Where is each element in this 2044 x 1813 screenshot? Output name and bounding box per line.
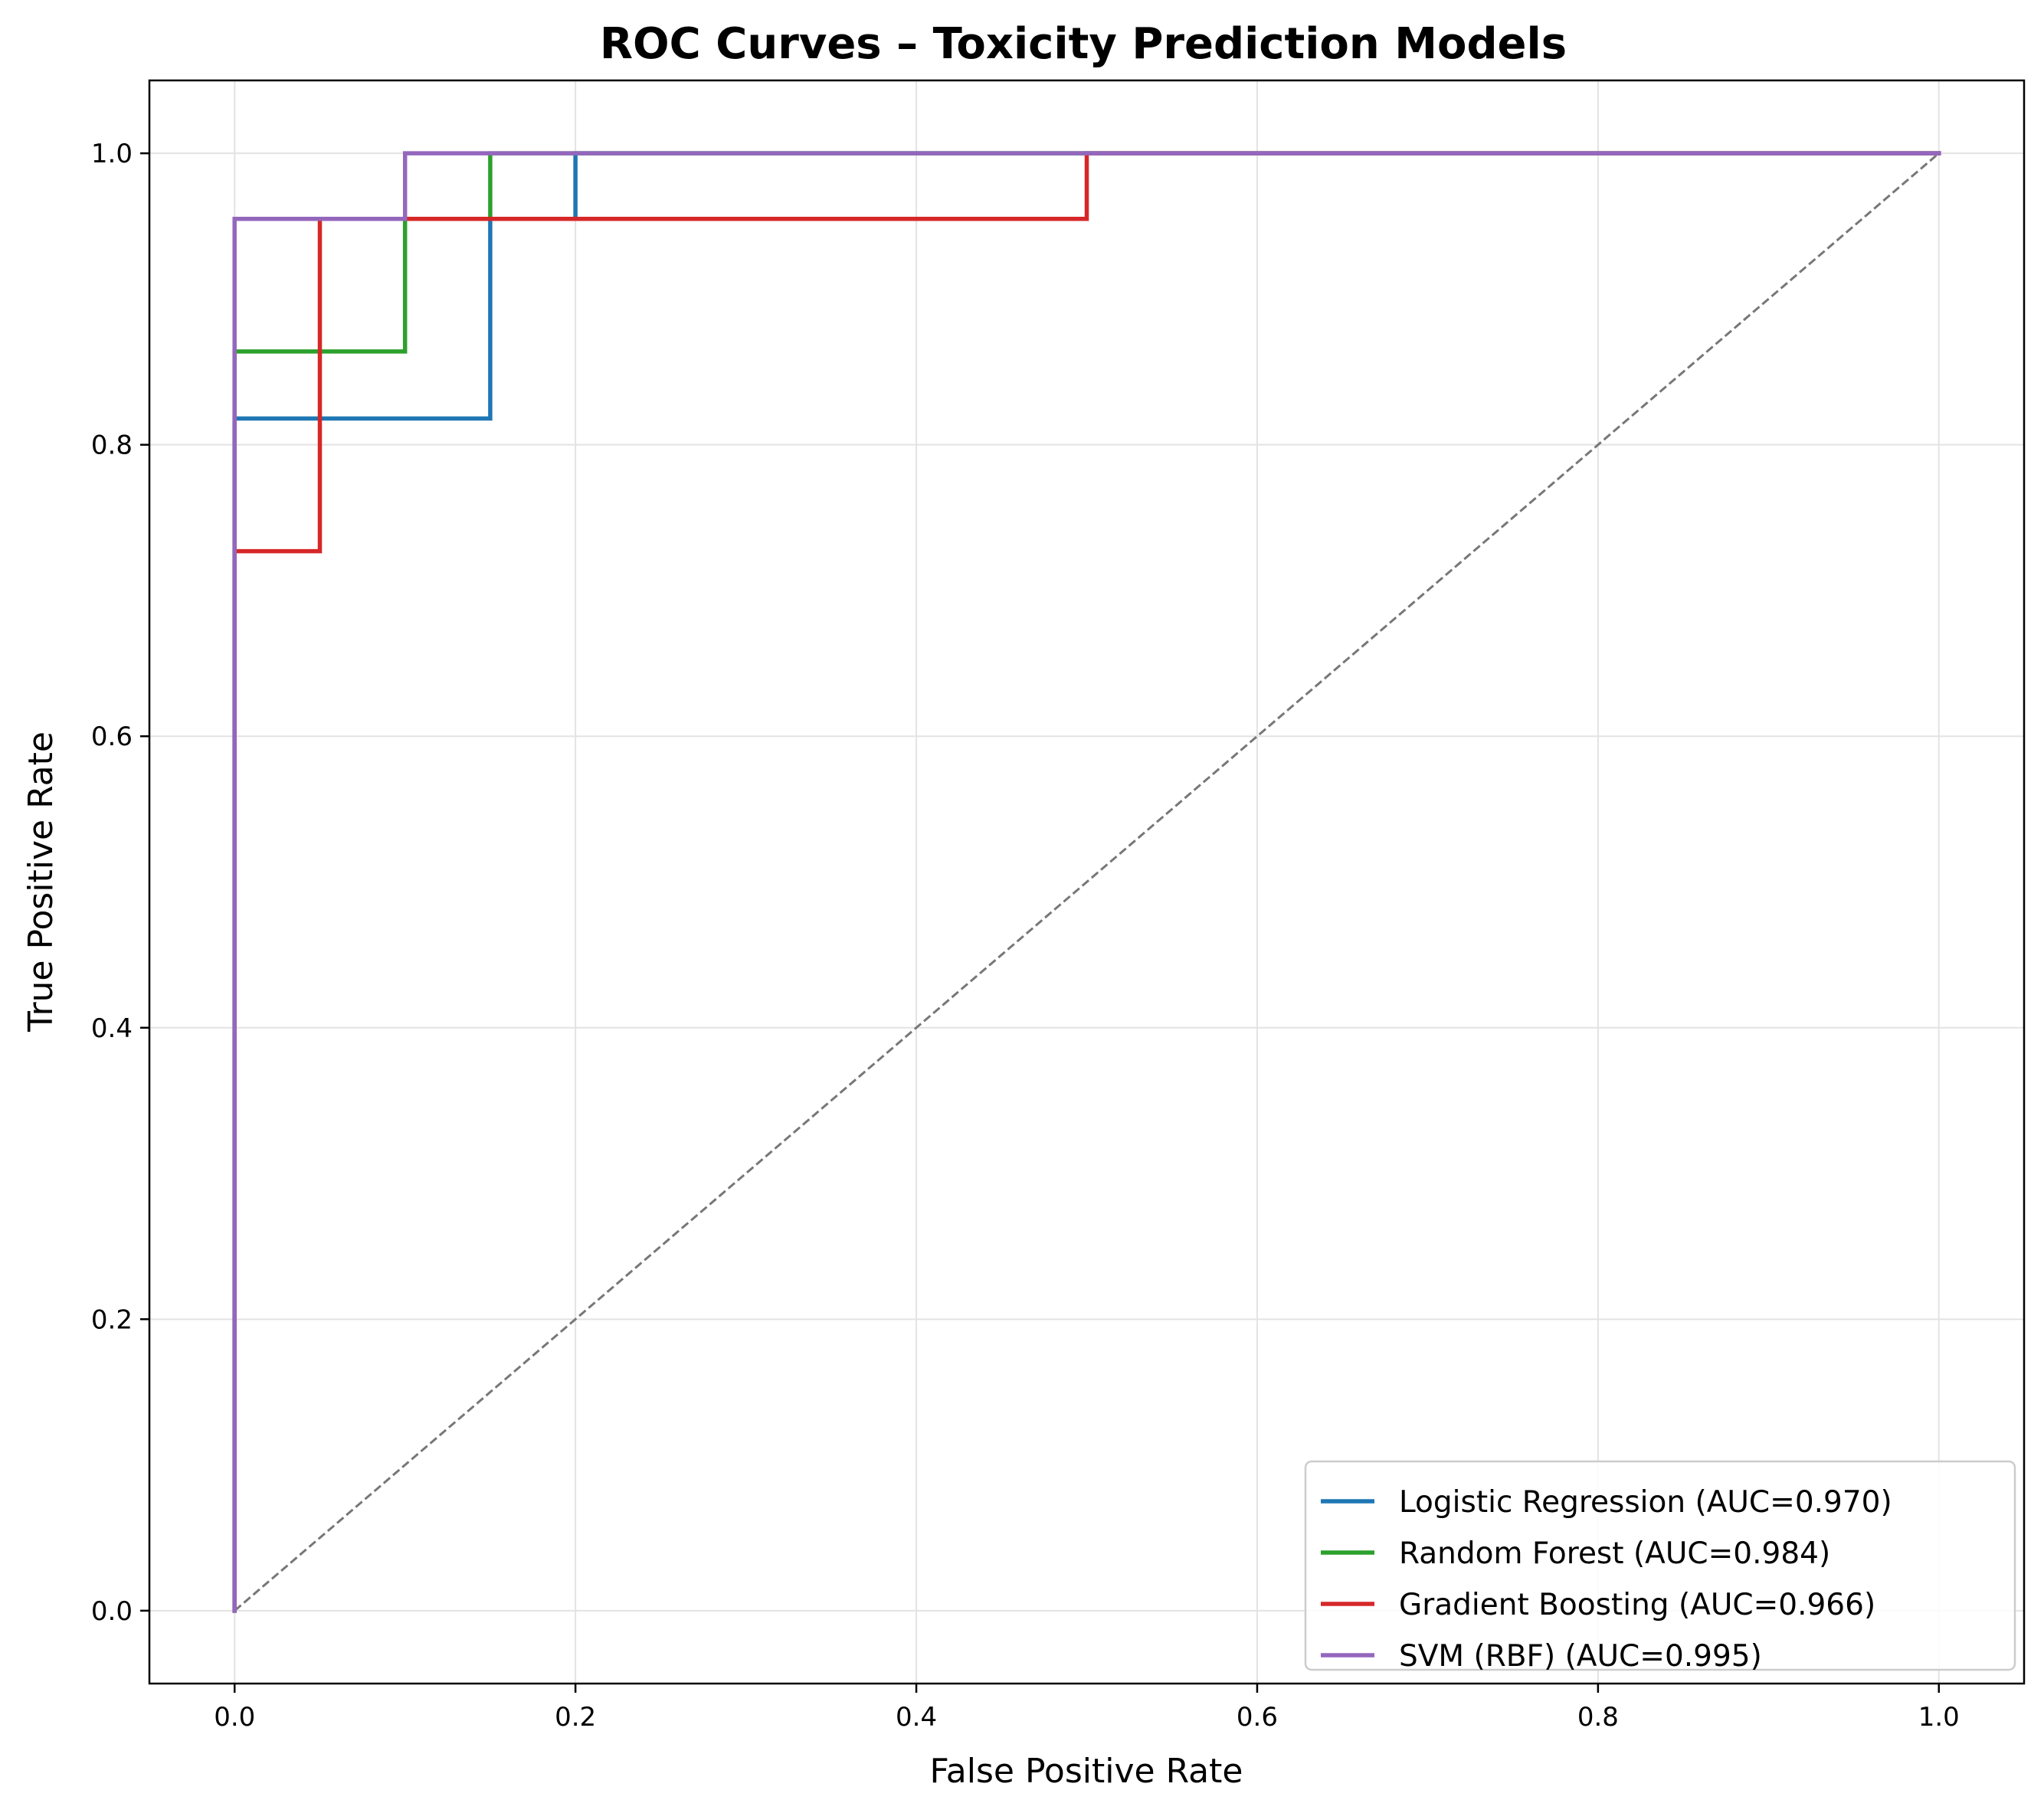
y-axis-label: True Positive Rate bbox=[21, 731, 61, 1032]
x-axis-label: False Positive Rate bbox=[930, 1752, 1243, 1791]
y-tick-label-1: 0.2 bbox=[91, 1304, 133, 1335]
y-tick-label-0: 0.0 bbox=[91, 1596, 133, 1627]
legend-label-3: SVM (RBF) (AUC=0.995) bbox=[1399, 1639, 1762, 1674]
grid-lines bbox=[149, 80, 2024, 1684]
y-axis-ticks: 0.0 0.2 0.4 0.6 0.8 1.0 bbox=[91, 139, 149, 1627]
x-tick-label-0: 0.0 bbox=[214, 1702, 255, 1733]
x-tick-label-2: 0.4 bbox=[896, 1702, 937, 1733]
legend-box bbox=[1304, 1460, 2016, 1671]
x-tick-label-1: 0.2 bbox=[555, 1702, 596, 1733]
y-tick-label-2: 0.4 bbox=[91, 1013, 133, 1044]
x-tick-label-3: 0.6 bbox=[1237, 1702, 1278, 1733]
x-tick-label-5: 1.0 bbox=[1918, 1702, 1960, 1733]
y-tick-label-5: 1.0 bbox=[91, 139, 133, 169]
x-tick-label-4: 0.8 bbox=[1577, 1702, 1619, 1733]
plot-frame bbox=[148, 79, 2026, 1685]
reference-line-group bbox=[234, 152, 1940, 1612]
x-axis-ticks: 0.0 0.2 0.4 0.6 0.8 1.0 bbox=[214, 1684, 1960, 1733]
legend-label-2: Gradient Boosting (AUC=0.966) bbox=[1399, 1588, 1875, 1622]
reference-diagonal-line bbox=[234, 152, 1940, 1612]
y-tick-label-4: 0.8 bbox=[91, 430, 133, 461]
y-tick-label-3: 0.6 bbox=[91, 722, 133, 752]
legend-label-1: Random Forest (AUC=0.984) bbox=[1399, 1536, 1830, 1571]
chart-title: ROC Curves – Toxicity Prediction Models bbox=[600, 19, 1567, 69]
series-group bbox=[232, 151, 1941, 1613]
legend: Logistic Regression (AUC=0.970) Random Fo… bbox=[1304, 1460, 2016, 1674]
series-line-3 bbox=[232, 151, 1941, 1613]
legend-label-0: Logistic Regression (AUC=0.970) bbox=[1399, 1485, 1892, 1520]
